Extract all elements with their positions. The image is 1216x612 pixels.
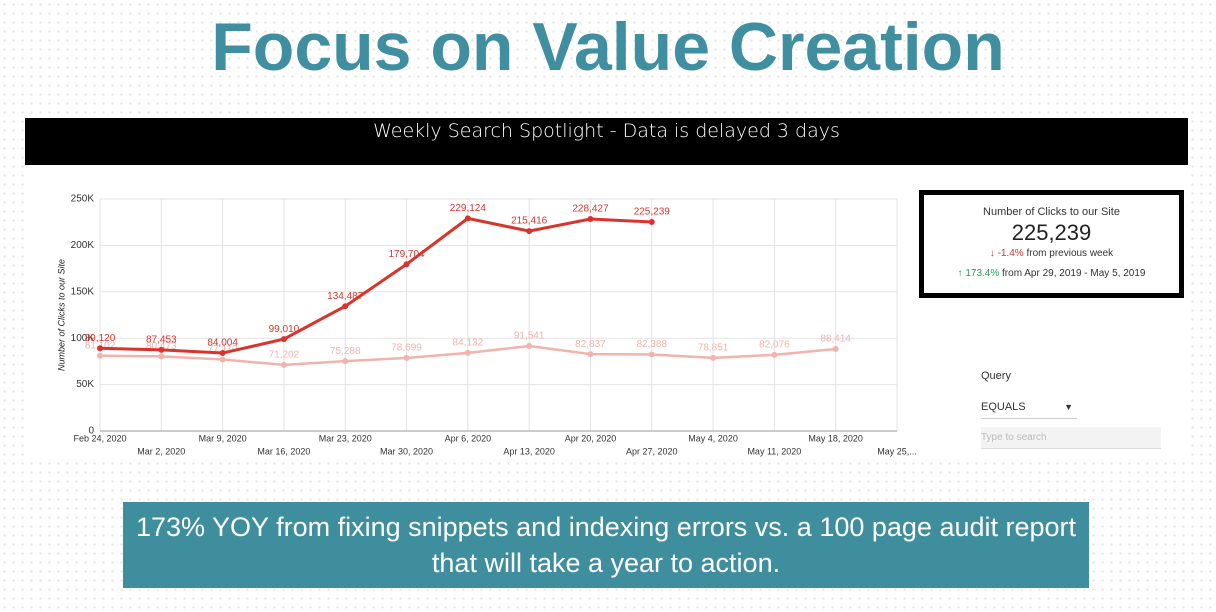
y-tick-label: 150K [71,286,95,297]
point [158,346,165,353]
data-label: 80,473 [146,341,177,352]
banner: Weekly Search Spotlight - Data is delaye… [25,118,1188,165]
x-tick-label: May 18, 2020 [808,433,863,443]
point [526,228,533,235]
data-label: 77,110 [208,344,238,355]
point [648,218,655,225]
filter-label: Query [981,370,1011,382]
data-label: 82,076 [759,339,790,350]
data-label: 228,427 [572,204,609,215]
point [342,358,349,365]
data-label: 134,487 [327,291,364,302]
scorecard-value: 225,239 [1011,220,1092,245]
x-tick-label: Mar 2, 2020 [137,446,185,456]
data-label: 88,414 [820,334,851,345]
point [219,356,226,363]
point [97,352,103,359]
data-label: 84,132 [453,338,484,349]
y-tick-label: 250K [71,194,95,205]
point [403,261,410,268]
scorecard-yoy: ↑ 173.4% from Apr 29, 2019 - May 5, 2019 [957,268,1146,279]
filter-operator[interactable]: EQUALS ▼ [981,396,1077,419]
series-line [99,216,652,355]
change-text: from previous week [1026,248,1114,259]
chart: Number of Clicks to our Site 0 50K 100K 150… [56,194,917,457]
point [464,215,471,222]
data-label: 78,851 [698,342,729,353]
point [587,351,594,358]
scorecard-title: Number of Clicks to our Site [983,206,1120,218]
x-tick-label: Apr 6, 2020 [445,433,492,443]
point [832,345,839,352]
data-label: 229,124 [450,203,487,214]
point [403,354,410,361]
search-input[interactable]: Type to search [981,427,1161,449]
change-value: -1.4% [997,248,1024,259]
point [771,351,778,358]
data-label: 78,699 [391,343,422,354]
y-tick-label: 200K [71,240,95,251]
point [342,303,349,310]
x-tick-label: Mar 23, 2020 [319,433,372,443]
data-label: 89,120 [85,333,116,344]
data-label: 71,202 [269,350,300,361]
data-label: 82,388 [636,339,667,350]
point [280,336,287,343]
yoy-value: 173.4% [965,268,1000,279]
y-tick-label: 0 [88,426,94,437]
point [587,216,594,223]
x-tick-label: Feb 24, 2020 [73,433,126,443]
point [526,343,533,350]
x-tick-label: Mar 9, 2020 [199,433,247,443]
y-axis-label: Number of Clicks to our Site [56,259,66,371]
y-tick-label: 50K [76,379,94,390]
scorecard: Number of Clicks to our Site 225,239 ↓ -… [919,190,1184,298]
scorecard-change: ↓ -1.4% from previous week [989,248,1114,259]
data-label: 99,010 [269,324,300,335]
point [464,349,471,356]
x-tick-label: Apr 13, 2020 [503,446,555,456]
caption: 173% YOY from fixing snippets and indexi… [123,502,1089,588]
data-label: 75,288 [330,346,361,357]
x-tick-label: May 11, 2020 [747,446,801,456]
x-tick-label: Mar 30, 2020 [380,446,433,456]
y-tick-label: 100K [71,333,95,344]
data-label: 215,416 [511,216,548,227]
x-tick-label: Apr 27, 2020 [626,446,678,456]
x-tick-label: May 25,... [877,446,917,456]
yoy-text: from Apr 29, 2019 - May 5, 2019 [1002,268,1146,279]
x-tick-label: May 4, 2020 [688,433,738,443]
slide-title: Focus on Value Creation [211,9,1005,85]
point [648,351,655,358]
x-tick-label: Mar 16, 2020 [257,446,310,456]
data-label: 179,704 [388,249,425,260]
data-label: 84,004 [207,338,238,349]
x-tick-label: Apr 20, 2020 [565,433,617,443]
operator-text: EQUALS [981,401,1026,413]
point [710,354,717,361]
point [97,345,103,352]
data-label: 91,541 [514,331,545,342]
point [219,350,226,357]
data-label: 82,837 [575,339,606,350]
data-label: 225,239 [634,207,671,218]
data-label: 87,453 [146,334,177,345]
point [280,361,287,368]
point [158,353,165,360]
